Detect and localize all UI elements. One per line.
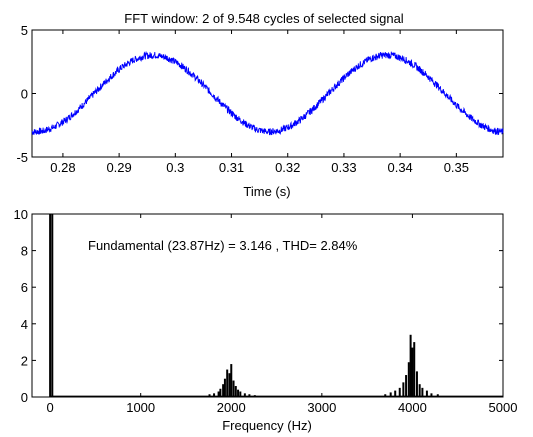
freq-x-tick-label: 1000 [126, 400, 155, 415]
time-plot-frame [31, 29, 504, 158]
spectrum-plot-frame [31, 213, 504, 398]
time-x-tick-label: 0.28 [50, 160, 75, 175]
time-x-tick-label: 0.35 [444, 160, 469, 175]
time-domain-plot: FFT window: 2 of 9.548 cycles of selecte… [16, 11, 504, 199]
time-y-ticks: -5 0 5 [16, 23, 503, 165]
time-x-tick-label: 0.32 [275, 160, 300, 175]
amplitude-y-ticks: 0 2 4 6 8 10 [14, 207, 503, 405]
time-y-tick-label: 5 [21, 23, 28, 38]
time-x-ticks: 0.28 0.29 0.3 0.31 0.32 0.33 0.34 0.35 [50, 30, 469, 175]
frequency-x-axis-label: Frequency (Hz) [222, 418, 312, 433]
freq-x-tick-label: 0 [46, 400, 53, 415]
time-y-tick-label: 0 [21, 87, 28, 102]
freq-x-tick-label: 2000 [217, 400, 246, 415]
freq-y-tick-label: 10 [14, 207, 28, 222]
freq-x-tick-label: 3000 [307, 400, 336, 415]
freq-y-tick-label: 2 [21, 353, 28, 368]
time-x-tick-label: 0.34 [387, 160, 412, 175]
thd-annotation: Fundamental (23.87Hz) = 3.146 , THD= 2.8… [88, 238, 358, 253]
time-x-tick-label: 0.29 [106, 160, 131, 175]
chart-title: FFT window: 2 of 9.548 cycles of selecte… [124, 11, 404, 26]
time-x-tick-label: 0.33 [331, 160, 356, 175]
frequency-spectrum-plot: Fundamental (23.87Hz) = 3.146 , THD= 2.8… [14, 207, 518, 433]
time-x-tick-label: 0.31 [219, 160, 244, 175]
signal-series [31, 50, 504, 136]
freq-y-tick-label: 8 [21, 244, 28, 259]
freq-y-tick-label: 4 [21, 317, 28, 332]
signal-trace [31, 50, 504, 136]
time-y-tick-label: -5 [16, 150, 28, 165]
freq-x-tick-label: 4000 [398, 400, 427, 415]
time-x-axis-label: Time (s) [243, 184, 290, 199]
spectrum-bars [49, 214, 503, 397]
freq-x-tick-label: 5000 [489, 400, 518, 415]
freq-y-tick-label: 6 [21, 280, 28, 295]
freq-y-tick-label: 0 [21, 390, 28, 405]
time-x-tick-label: 0.3 [166, 160, 184, 175]
